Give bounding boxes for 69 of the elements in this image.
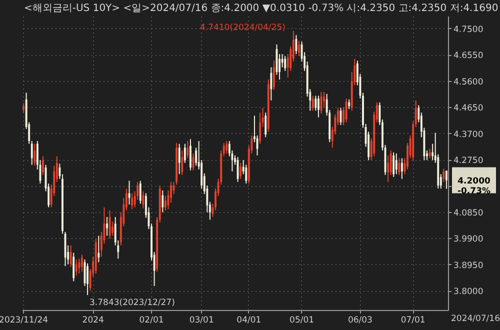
candlestick [395,152,398,175]
candlestick [22,102,25,114]
candlestick [30,140,33,166]
x-tick-label: 02/01 [139,316,164,326]
candlestick [445,170,448,190]
x-tick-label: 06/03 [348,316,372,326]
y-tick-label: 4.6550 [454,51,484,62]
candlestick [398,158,400,176]
candlestick [108,210,111,240]
candlestick [270,66,272,101]
candlestick [281,54,284,68]
x-tick-label: 07/01 [400,316,426,326]
candlestick [80,254,83,272]
candlestick [72,252,75,282]
candlestick [70,244,72,268]
candlestick [142,190,144,209]
chart-title: <해외금리-US 10Y> <일>2024/07/16 종:4.2000 ▼0.0310 -0.73% 시:4.2350 고:4.2350 저:4.1690 [24,3,498,14]
candlestick [264,112,267,138]
x-tick-label: 03/01 [189,316,214,326]
candlestick [78,258,80,274]
y-tick-label: 4.2750 [454,156,484,166]
candlestick [42,156,44,176]
candlestick [312,95,314,112]
candlestick [442,168,445,182]
candlestick [392,152,395,178]
x-tick-label: 05/01 [290,316,314,326]
candlestick [348,98,350,110]
y-tick-label: 4.7500 [454,24,484,35]
candlestick [178,143,180,175]
candlestick [181,150,184,176]
candlestick [75,258,78,276]
y-tick-label: 4.4650 [454,104,484,114]
candlestick [112,221,114,236]
candlestick [259,112,262,144]
candlestick [34,143,36,166]
candlestick [345,98,348,123]
annotation: 3.7843(2023/12/27) [90,298,175,308]
y-tick-label: 3.9900 [454,234,484,245]
candlestick [240,162,242,180]
candlestick [139,180,142,204]
candlestick [245,164,248,184]
candlestick [186,140,189,159]
candlestick [86,262,88,296]
x-tick-label: 04/01 [236,316,262,326]
candlestick [131,192,134,210]
y-tick-label: 3.8000 [454,287,484,298]
candlestick [184,143,186,164]
candlestick [98,235,100,263]
candlestick [236,156,239,182]
candlestick [226,140,228,154]
y-tick-label: 4.5600 [454,77,484,88]
candlestick [272,60,275,90]
x-tick-label: 2024 [82,316,104,326]
candlestick [162,190,164,213]
y-tick-label: 3.8950 [454,260,484,271]
y-tick-label: 4.3700 [454,130,484,140]
candlestick [298,40,300,57]
candlestick [318,95,320,118]
x-tick-label: 2023/11/24 [0,316,48,326]
candlestick [190,138,192,171]
y-tick-label: 4.0850 [454,208,484,218]
candlestick [284,56,286,72]
candlestick [387,154,390,182]
annotation: 4.7410(2024/04/25) [200,22,286,33]
candlestick [314,95,317,112]
candlestick [106,216,108,236]
candlestick [400,158,403,180]
candlestick [295,34,298,55]
text: 2024/07/16 [451,314,500,324]
